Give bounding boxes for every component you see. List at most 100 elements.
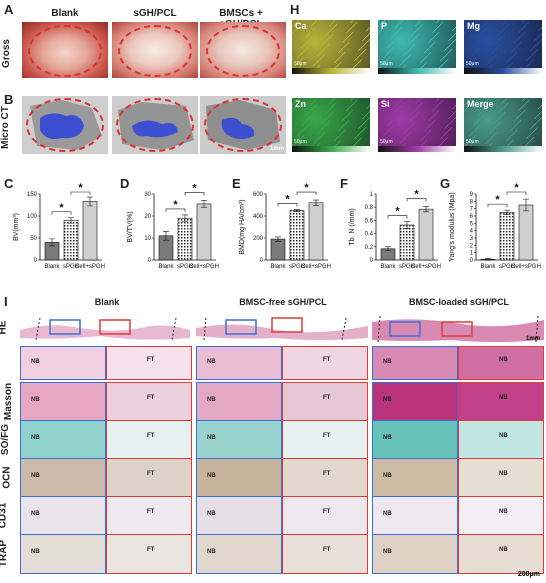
panel-label-a: A	[4, 2, 14, 17]
eds-map-label: P	[381, 21, 388, 31]
scale-bar-overview: 1mm	[525, 336, 540, 342]
histology-panel-he: NB	[20, 346, 106, 380]
error-bar	[294, 209, 300, 212]
tag-nb: NB	[383, 435, 392, 441]
histology-panel: NB	[20, 382, 106, 422]
tag-nb: NB	[31, 359, 40, 365]
significance-bracket	[506, 191, 527, 195]
y-tick-label: 20	[144, 214, 151, 220]
tag-nb: NB	[31, 549, 40, 555]
histology-row-label-trap: TRAP	[0, 539, 10, 568]
tag-nb: NB	[499, 547, 508, 553]
eds-scale-label: 50μm	[380, 61, 393, 67]
tag-nb: NB	[31, 473, 40, 479]
significance-star: *	[192, 183, 197, 195]
bar-cellspgh	[418, 208, 434, 261]
histology-panel-he: NB	[458, 346, 544, 380]
tag-nb: NB	[31, 435, 40, 441]
column-title-sgh-pcl: sGH/PCL	[133, 8, 177, 19]
x-tick-label: sPGH	[63, 264, 79, 270]
scale-bar-detail: 200μm	[517, 571, 540, 578]
error-bar	[523, 198, 529, 212]
y-tick-label: 10	[144, 236, 151, 242]
panel-label-b: B	[4, 92, 14, 107]
eds-map-label: Zn	[295, 99, 306, 109]
histology-panel: NB	[372, 534, 458, 574]
defect-circle	[116, 98, 194, 152]
histology-row-label-ocn: OCN	[1, 466, 13, 489]
tag-nb: NB	[207, 511, 216, 517]
significance-bracket	[406, 198, 427, 202]
tag-nb: NB	[207, 397, 216, 403]
y-axis-label: BV/TV(%)	[127, 211, 134, 242]
x-tick-label: Cell+sPGH	[75, 264, 105, 270]
tag-ft: FT	[323, 547, 331, 553]
y-tick-label: 600	[253, 192, 264, 198]
histology-panel-he: NB	[372, 346, 458, 380]
eds-intensity-bar	[378, 146, 456, 152]
bar-chart-g: 0 1 2 3 4 5 6 7 8 9 Yang's modulus (Mpa) Blank sPGH C…	[446, 180, 546, 295]
histology-panel: NB	[458, 382, 544, 422]
significance-bracket	[165, 208, 186, 212]
error-bar	[404, 221, 410, 229]
error-bar	[423, 206, 429, 213]
tag-nb: NB	[499, 433, 508, 439]
eds-intensity-bar	[464, 68, 542, 74]
histology-panel: NB	[458, 458, 544, 498]
x-tick-label: Cell+sPGH	[511, 264, 541, 270]
histology-panel: NB	[196, 534, 282, 574]
tag-ft: FT	[147, 547, 155, 553]
histology-panel: NB	[372, 458, 458, 498]
y-tick-label: 50	[30, 236, 37, 242]
histology-row-label-cd31: CD31	[0, 502, 9, 529]
x-tick-label: Blank	[44, 264, 60, 270]
bar-chart-f: 0 0.2 0.4 0.6 0.8 1 Tb. N (/mm) Blank sPGH Cell+s…	[346, 180, 446, 295]
tag-nb: NB	[383, 511, 392, 517]
tag-nb: NB	[383, 397, 392, 403]
significance-star: *	[495, 194, 500, 206]
histology-panel: NB	[20, 534, 106, 574]
tag-ft: FT	[147, 357, 155, 363]
defect-circle	[28, 25, 102, 77]
micro-ct-blank	[22, 96, 108, 154]
histology-panel-he: FT	[106, 346, 192, 380]
error-bar	[504, 209, 510, 215]
histology-panel-he: FT	[282, 346, 368, 380]
eds-map-p: P 50μm	[378, 20, 456, 74]
y-axis-label: BMD(mg HA/cm³)	[239, 199, 246, 254]
significance-bracket	[387, 215, 408, 219]
x-tick-label: Blank	[380, 264, 396, 270]
x-tick-label: sPGH	[177, 264, 193, 270]
tag-nb: NB	[31, 511, 40, 517]
x-tick-label: Cell+sPGH	[411, 264, 441, 270]
he-overview-blank	[20, 310, 190, 344]
histology-panel: NB	[20, 496, 106, 536]
histology-panel: NB	[196, 496, 282, 536]
bar-chart-c: 0 50 100 150 BV(mm³) Blank sPGH Cell+sPGH * *	[10, 180, 110, 295]
error-bar	[485, 258, 491, 261]
histology-panel: NB	[372, 420, 458, 460]
bar-spgh	[499, 212, 515, 261]
tag-nb: NB	[207, 549, 216, 555]
eds-intensity-bar	[378, 68, 456, 74]
histology-panel: FT	[106, 382, 192, 422]
x-tick-label: Blank	[158, 264, 174, 270]
y-axis-label: BV(mm³)	[13, 213, 20, 241]
tag-ft: FT	[147, 395, 155, 401]
eds-scale-label: 50μm	[294, 139, 307, 145]
defect-circle	[26, 98, 104, 152]
tag-ft: FT	[323, 509, 331, 515]
x-tick-label: Cell+sPGH	[301, 264, 331, 270]
x-tick-label: sPGH	[289, 264, 305, 270]
eds-intensity-bar	[292, 146, 370, 152]
histology-panel: FT	[106, 534, 192, 574]
eds-scale-label: 50μm	[466, 61, 479, 67]
defect-circle	[206, 25, 280, 77]
bar-chart-d: 0 10 20 30 BV/TV(%) Blank sPGH Cell+sPGH * *	[124, 180, 224, 295]
tag-nb: NB	[383, 549, 392, 555]
y-tick-label: 4	[470, 229, 474, 235]
histology-row-label-he: HE	[0, 320, 9, 335]
histology-panel: NB	[196, 382, 282, 422]
histology-panel: NB	[20, 420, 106, 460]
histology-panel: NB	[372, 496, 458, 536]
